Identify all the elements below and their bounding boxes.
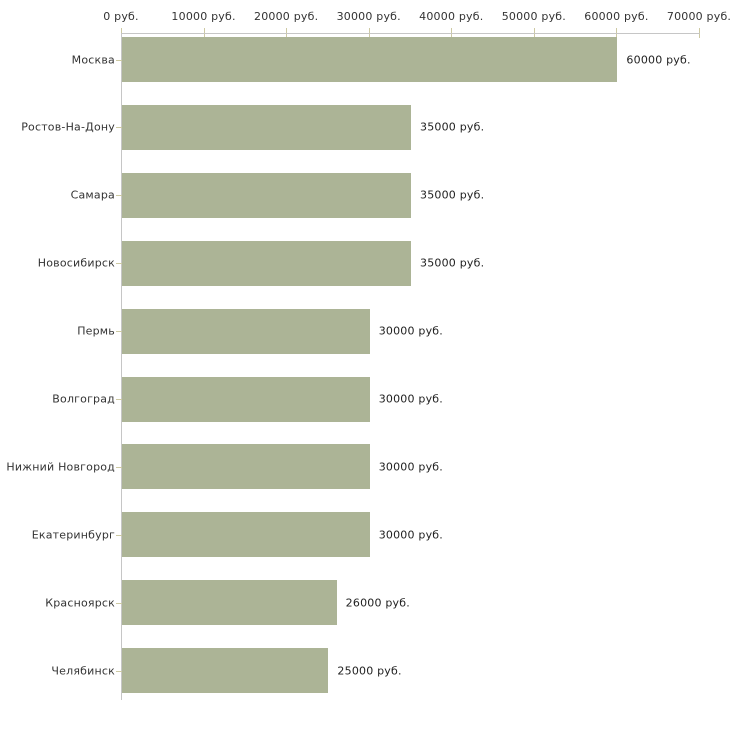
y-tick-mark (116, 195, 123, 197)
bar (122, 104, 411, 150)
x-tick-label: 30000 руб. (336, 10, 401, 23)
bar (122, 172, 411, 218)
x-tick-label: 50000 руб. (501, 10, 566, 23)
x-tick-label: 70000 руб. (666, 10, 730, 23)
value-label: 30000 руб. (378, 460, 443, 474)
value-label: 30000 руб. (378, 528, 443, 542)
value-label: 30000 руб. (378, 324, 443, 338)
bar (122, 376, 370, 422)
value-label: 35000 руб. (420, 188, 485, 202)
category-label: Ростов-На-Дону (21, 120, 115, 134)
category-label: Волгоград (52, 392, 115, 406)
category-label: Красноярск (45, 596, 115, 610)
category-label: Новосибирск (37, 256, 115, 270)
x-tick-label: 10000 руб. (171, 10, 236, 23)
x-tick-label: 60000 руб. (584, 10, 649, 23)
y-tick-mark (116, 534, 123, 536)
bar (122, 37, 618, 82)
value-label: 60000 руб. (626, 53, 691, 66)
category-label: Челябинск (51, 664, 115, 678)
y-tick-mark (116, 127, 123, 129)
category-label: Екатеринбург (31, 528, 115, 542)
y-tick-mark (116, 59, 123, 61)
bar (122, 444, 370, 490)
y-tick-mark (116, 670, 123, 672)
bar (122, 580, 337, 626)
x-tick-label: 20000 руб. (254, 10, 319, 23)
category-label: Нижний Новгород (6, 460, 115, 474)
y-axis-line (121, 33, 122, 700)
bar (122, 240, 411, 286)
value-label: 35000 руб. (420, 120, 485, 134)
x-tick-label: 0 руб. (103, 10, 139, 23)
y-tick-mark (116, 263, 123, 265)
value-label: 25000 руб. (337, 664, 402, 678)
y-tick-mark (116, 331, 123, 333)
x-axis-line (121, 33, 700, 34)
y-tick-mark (116, 466, 123, 468)
value-label: 30000 руб. (378, 392, 443, 406)
bar (122, 648, 329, 694)
value-label: 35000 руб. (420, 256, 485, 270)
category-label: Самара (70, 188, 115, 202)
x-tick-label: 40000 руб. (419, 10, 484, 23)
value-label: 26000 руб. (345, 596, 410, 610)
category-label: Москва (71, 53, 115, 66)
y-tick-mark (116, 399, 123, 400)
bar (122, 512, 370, 558)
y-tick-mark (116, 602, 123, 604)
category-label: Пермь (77, 324, 115, 338)
bar (122, 308, 370, 354)
